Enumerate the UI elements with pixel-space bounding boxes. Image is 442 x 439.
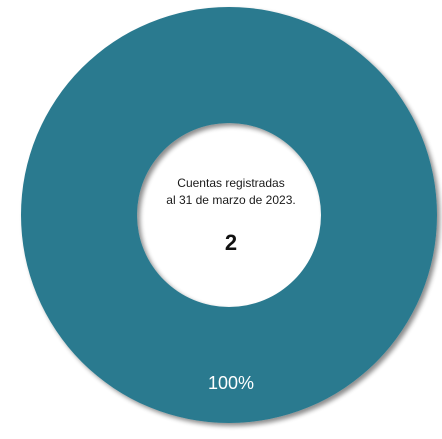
- center-caption: Cuentas registradas al 31 de marzo de 20…: [141, 175, 321, 209]
- center-caption-line-2: al 31 de marzo de 2023.: [166, 193, 296, 207]
- center-caption-line-1: Cuentas registradas: [177, 176, 285, 190]
- donut-slices: [21, 7, 437, 423]
- donut-slice-0: [21, 7, 437, 423]
- slice-label: 100%: [207, 373, 255, 393]
- center-value: 2: [224, 230, 238, 255]
